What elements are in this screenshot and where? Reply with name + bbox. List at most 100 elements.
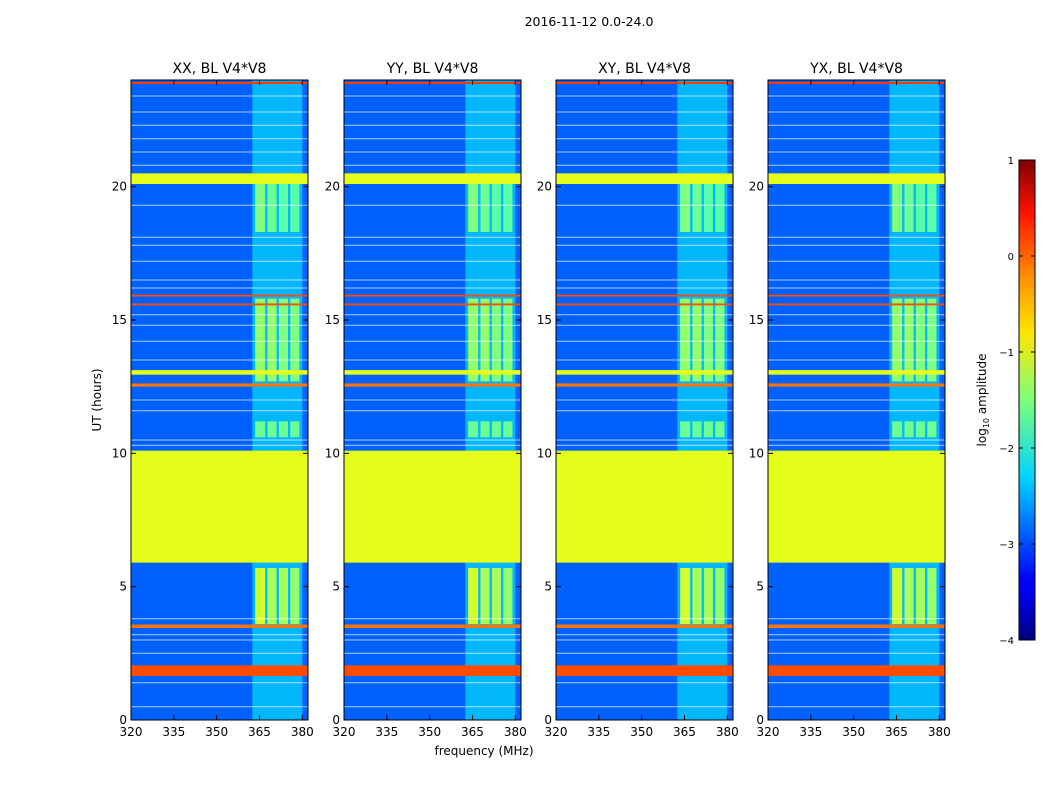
rfi-streak — [768, 399, 945, 401]
panel-frame — [555, 79, 734, 721]
rfi-streak — [131, 95, 308, 97]
x-tick-label: 350 — [842, 725, 865, 739]
rfi-streak — [344, 706, 521, 708]
x-tick-label: 320 — [757, 725, 780, 739]
rfi-block — [290, 421, 300, 438]
rfi-streak — [131, 359, 308, 361]
flag-band — [556, 370, 733, 375]
rfi-streak — [768, 340, 945, 342]
colorbar-tick-label: −2 — [999, 444, 1014, 455]
rfi-streak — [344, 138, 521, 140]
rfi-block — [915, 421, 926, 438]
rfi-streak — [768, 244, 945, 246]
rfi-streak — [131, 634, 308, 636]
rfi-streak — [768, 439, 945, 441]
panel-title: XY, BL V4*V8 — [598, 61, 691, 77]
rfi-streak — [344, 164, 521, 166]
rfi-block — [892, 421, 903, 438]
flag-band — [556, 665, 733, 676]
panel-title: YX, BL V4*V8 — [809, 61, 903, 77]
rfi-streak — [131, 279, 308, 281]
rfi-streak — [131, 410, 308, 412]
rfi-block — [480, 298, 490, 382]
rfi-block — [468, 568, 479, 624]
rfi-block — [692, 298, 702, 382]
rfi-streak — [768, 324, 945, 326]
rfi-streak — [768, 287, 945, 289]
y-tick-label: 20 — [325, 180, 340, 194]
x-tick-label: 335 — [375, 725, 398, 739]
rfi-streak — [344, 124, 521, 126]
panel-4: YX, BL V4*V8 320 335 350 365 380 0 5 10 15 20 — [749, 61, 951, 739]
rfi-block — [680, 298, 691, 382]
rfi-streak — [344, 260, 521, 262]
y-tick-label: 10 — [112, 446, 127, 460]
rfi-streak — [556, 236, 733, 238]
rfi-streak — [556, 439, 733, 441]
rfi-block — [927, 421, 937, 438]
rfi-streak — [556, 279, 733, 281]
colorbar-tick-label: −3 — [999, 540, 1014, 551]
y-tick-label: 15 — [325, 313, 340, 327]
x-tick-label: 380 — [716, 725, 739, 739]
rfi-streak — [131, 706, 308, 708]
panel-title: XX, BL V4*V8 — [173, 61, 267, 77]
x-tick-label: 365 — [461, 725, 484, 739]
rfi-streak — [556, 95, 733, 97]
rfi-block — [703, 568, 714, 624]
rfi-block — [904, 184, 914, 232]
rfi-streak — [556, 287, 733, 289]
rfi-streak — [131, 260, 308, 262]
rfi-streak — [556, 706, 733, 708]
panel-frame — [767, 79, 946, 721]
rfi-streak — [344, 340, 521, 342]
rfi-streak — [344, 439, 521, 441]
rfi-streak — [556, 410, 733, 412]
x-tick-label: 365 — [673, 725, 696, 739]
y-tick-label: 20 — [112, 180, 127, 194]
x-tick-label: 380 — [504, 725, 527, 739]
x-tick-label: 335 — [587, 725, 610, 739]
rfi-block — [703, 184, 714, 232]
colorbar-tick-label: −1 — [999, 348, 1014, 359]
flagged-band — [556, 450, 733, 563]
rfi-streak — [768, 359, 945, 361]
rfi-block — [491, 298, 502, 382]
flag-band — [344, 81, 521, 84]
rfi-block — [503, 568, 513, 624]
flag-band — [768, 383, 945, 387]
rfi-streak — [344, 95, 521, 97]
flag-band — [344, 624, 521, 628]
x-tick-label: 335 — [799, 725, 822, 739]
rfi-streak — [131, 204, 308, 206]
flag-band — [131, 173, 308, 184]
panel-2: YY, BL V4*V8 320 335 350 365 380 0 5 10 15 20 — [325, 61, 527, 739]
flag-band — [768, 370, 945, 375]
rfi-block — [703, 421, 714, 438]
y-tick-label: 5 — [119, 580, 127, 594]
x-tick-label: 320 — [545, 725, 568, 739]
rfi-streak — [344, 399, 521, 401]
panel-3: XY, BL V4*V8 320 335 350 365 380 0 5 10 15 20 — [537, 61, 739, 739]
flagged-band — [344, 450, 521, 563]
y-tick-label: 10 — [537, 446, 552, 460]
rfi-block — [290, 298, 300, 382]
x-tick-label: 365 — [885, 725, 908, 739]
rfi-streak — [556, 164, 733, 166]
rfi-streak — [131, 439, 308, 441]
rfi-streak — [768, 279, 945, 281]
rfi-streak — [556, 244, 733, 246]
rfi-streak — [768, 138, 945, 140]
rfi-streak — [556, 138, 733, 140]
rfi-streak — [768, 124, 945, 126]
rfi-streak — [344, 652, 521, 654]
rfi-streak — [131, 236, 308, 238]
colorbar-tick-label: −4 — [999, 636, 1014, 647]
rfi-streak — [556, 124, 733, 126]
flag-band — [556, 294, 733, 297]
rfi-block — [255, 184, 266, 232]
y-tick-label: 20 — [537, 180, 552, 194]
flagged-band — [768, 450, 945, 563]
y-tick-label: 10 — [325, 446, 340, 460]
